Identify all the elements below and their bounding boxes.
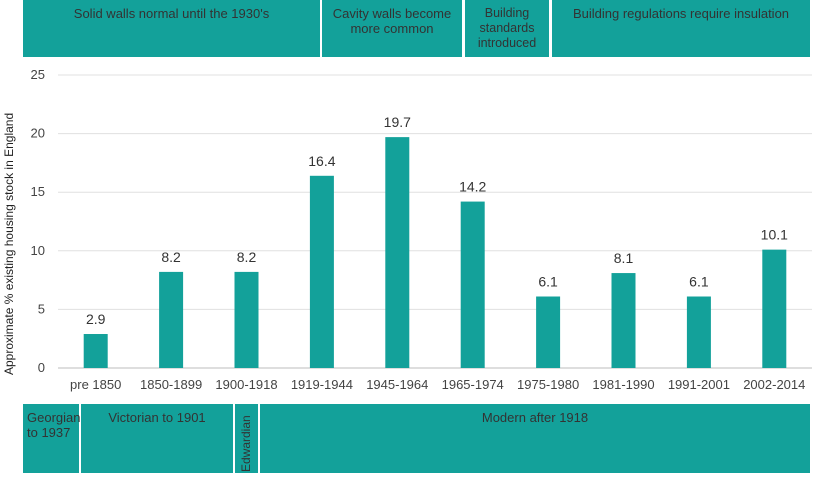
bottom-band-label: Georgian to 1937 (27, 410, 81, 440)
bar-1975-1980 (536, 296, 561, 368)
y-tick-label: 15 (31, 184, 45, 199)
y-tick-label: 10 (31, 243, 45, 258)
data-label: 16.4 (308, 153, 335, 169)
y-tick-label: 0 (38, 360, 45, 375)
x-tick-label: 1919-1944 (291, 377, 353, 392)
bar-1981-1990 (611, 273, 636, 368)
top-band-building-standards: Building standards introduced (465, 0, 549, 57)
bar-1945-1964 (385, 137, 410, 368)
x-tick-label: 1965-1974 (442, 377, 504, 392)
bottom-band-label: Edwardian (239, 415, 253, 472)
y-axis-label: Approximate % existing housing stock in … (2, 112, 16, 375)
data-label: 10.1 (761, 227, 788, 243)
top-band-label: Building regulations require insulation (572, 6, 790, 21)
x-tick-label: 1850-1899 (140, 377, 202, 392)
x-tick-label: 1991-2001 (668, 377, 730, 392)
x-tick-label: 1945-1964 (366, 377, 428, 392)
x-tick-label: 1900-1918 (215, 377, 277, 392)
x-tick-label: pre 1850 (70, 377, 121, 392)
top-band-label: Building standards introduced (477, 6, 537, 50)
top-band-label: Solid walls normal until the 1930's (73, 6, 270, 21)
top-band-label: Cavity walls become more common (332, 6, 452, 36)
data-label: 8.2 (161, 249, 181, 265)
bottom-band-edwardian: Edwardian (235, 404, 258, 473)
bar-1965-1974 (460, 201, 485, 368)
top-band-building-regulations: Building regulations require insulation (552, 0, 810, 57)
x-tick-label: 1975-1980 (517, 377, 579, 392)
y-tick-label: 5 (38, 301, 45, 316)
bottom-band-modern: Modern after 1918 (260, 404, 810, 473)
data-label: 6.1 (538, 274, 558, 290)
y-tick-label: 20 (31, 126, 45, 141)
data-label: 6.1 (689, 274, 709, 290)
x-tick-label: 2002-2014 (743, 377, 805, 392)
bar-1991-2001 (686, 296, 711, 368)
bar-pre-1850 (83, 334, 108, 368)
bottom-band-label: Modern after 1918 (481, 410, 589, 425)
bar-1900-1918 (234, 271, 259, 368)
bottom-band-victorian: Victorian to 1901 (81, 404, 233, 473)
bottom-band-label: Victorian to 1901 (108, 410, 206, 425)
data-label: 8.1 (614, 250, 634, 266)
data-label: 8.2 (237, 249, 257, 265)
top-band-cavity-walls: Cavity walls become more common (322, 0, 462, 57)
data-label: 2.9 (86, 311, 106, 327)
y-tick-label: 25 (31, 67, 45, 82)
bar-2002-2014 (762, 249, 787, 368)
bottom-band-georgian: Georgian to 1937 (23, 404, 81, 473)
bar-1919-1944 (309, 175, 334, 368)
bar-1850-1899 (159, 271, 184, 368)
top-band-solid-walls: Solid walls normal until the 1930's (23, 0, 320, 57)
data-label: 14.2 (459, 179, 486, 195)
x-tick-label: 1981-1990 (592, 377, 654, 392)
bar-chart: 0 5 10 15 20 25 2.9 pre 1850 8.2 1850-1899 8.2 1900… (31, 67, 812, 392)
data-label: 19.7 (384, 114, 411, 130)
